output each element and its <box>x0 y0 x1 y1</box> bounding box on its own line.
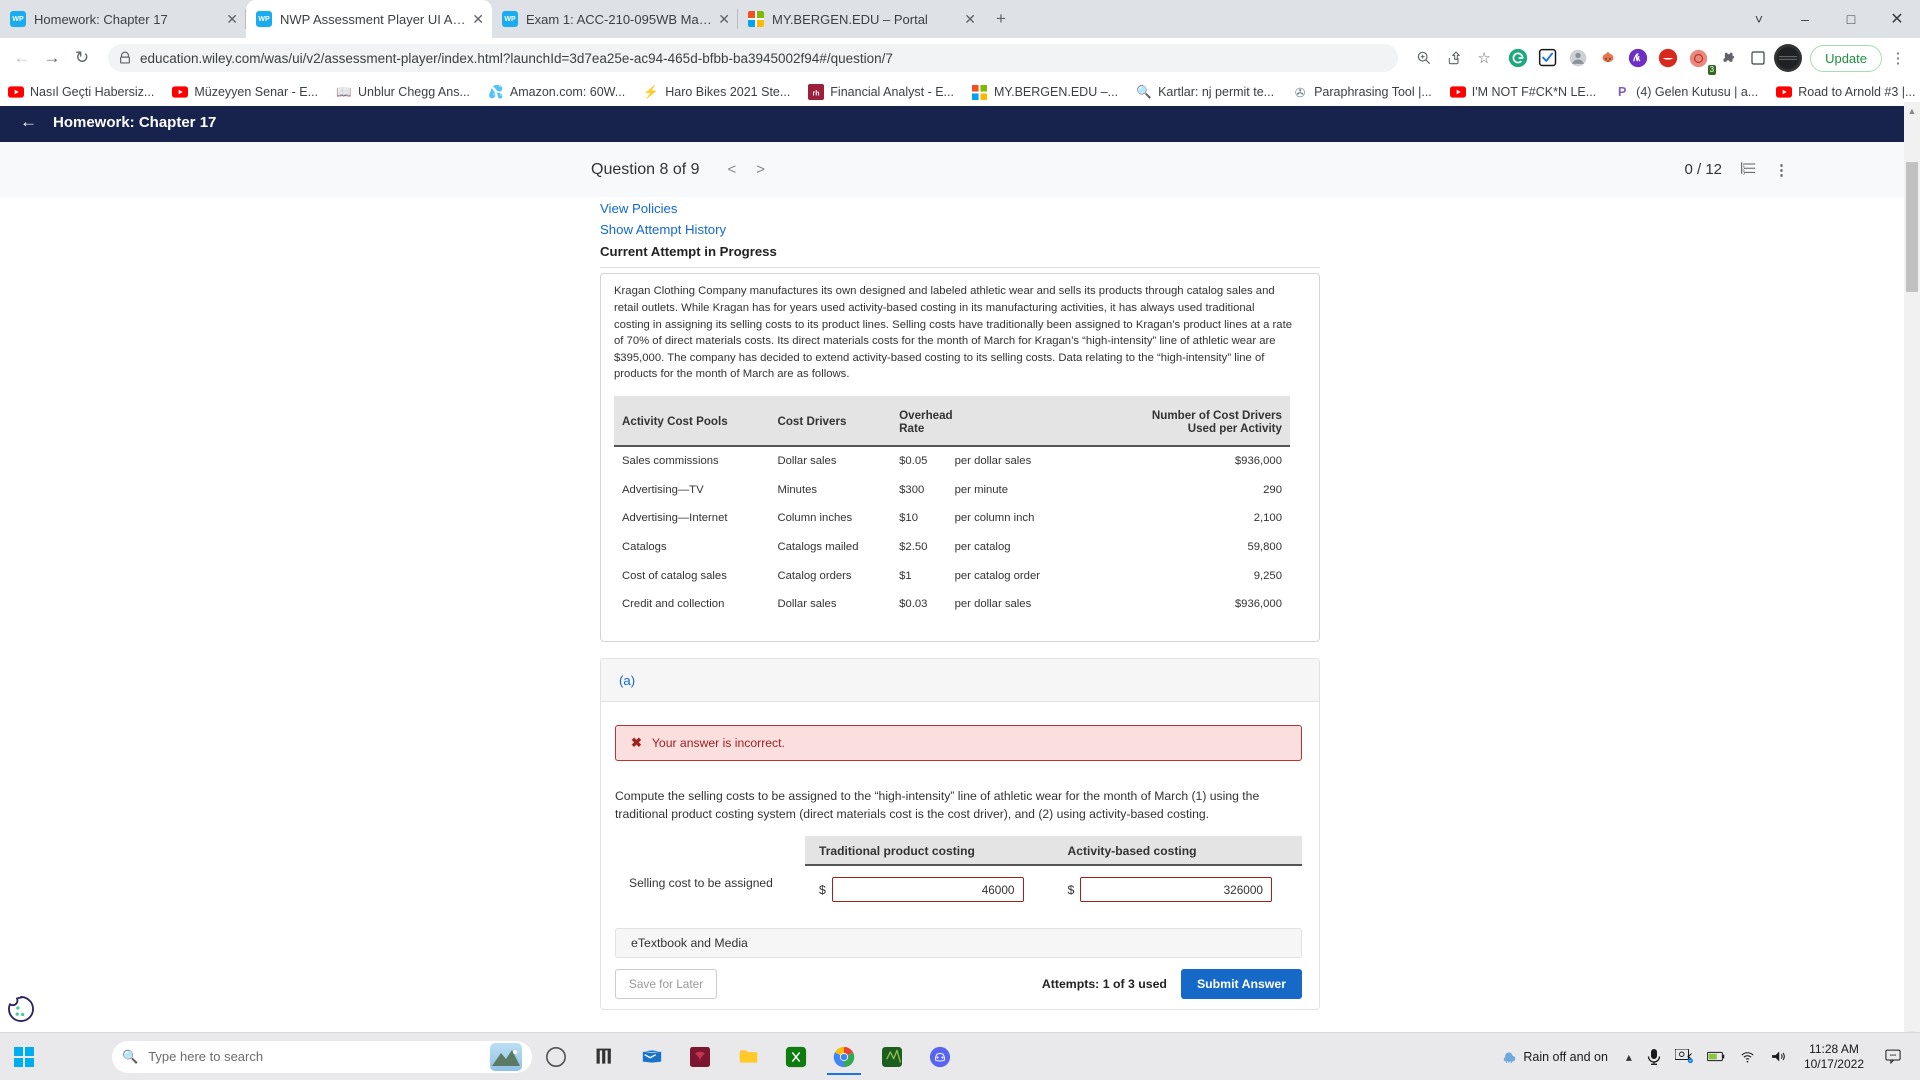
svg-text:rh: rh <box>813 91 820 98</box>
